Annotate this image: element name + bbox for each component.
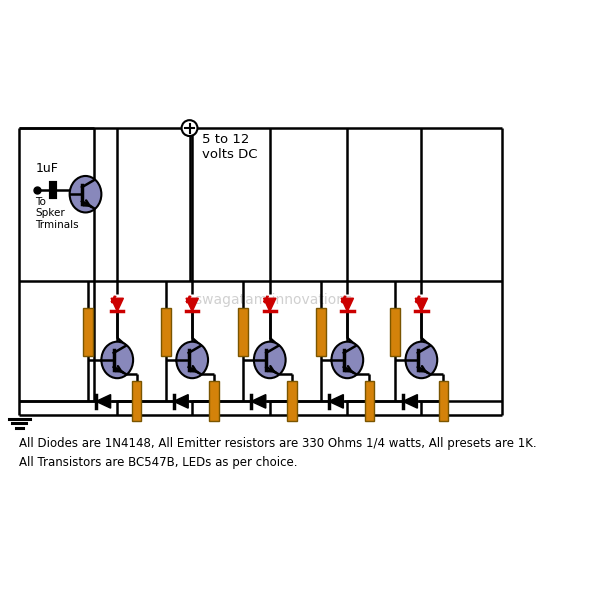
Polygon shape	[403, 395, 418, 408]
Polygon shape	[96, 395, 110, 408]
Bar	[132, 381, 142, 421]
Bar	[365, 381, 374, 421]
Polygon shape	[415, 298, 428, 311]
Ellipse shape	[406, 341, 437, 378]
Circle shape	[182, 120, 197, 136]
Ellipse shape	[176, 341, 208, 378]
Bar	[238, 308, 248, 356]
Text: All Diodes are 1N4148, All Emitter resistors are 330 Ohms 1/4 watts, All presets: All Diodes are 1N4148, All Emitter resis…	[19, 437, 537, 449]
Text: To
Spker
Trminals: To Spker Trminals	[35, 197, 79, 230]
Ellipse shape	[70, 176, 101, 212]
Text: 1uF: 1uF	[35, 162, 58, 175]
Bar	[83, 308, 93, 356]
Polygon shape	[186, 298, 199, 311]
Bar	[287, 381, 296, 421]
Polygon shape	[111, 298, 124, 311]
Bar	[390, 308, 400, 356]
Text: swagatam innovations: swagatam innovations	[195, 293, 352, 307]
Polygon shape	[173, 395, 188, 408]
Text: All Transistors are BC547B, LEDs as per choice.: All Transistors are BC547B, LEDs as per …	[19, 456, 298, 469]
Ellipse shape	[254, 341, 286, 378]
Polygon shape	[263, 298, 276, 311]
Text: 5 to 12
volts DC: 5 to 12 volts DC	[202, 133, 257, 161]
Polygon shape	[341, 298, 353, 311]
Bar	[161, 308, 170, 356]
Bar	[439, 381, 448, 421]
Bar	[209, 381, 219, 421]
Bar	[316, 308, 326, 356]
Ellipse shape	[331, 341, 363, 378]
Polygon shape	[329, 395, 343, 408]
Ellipse shape	[101, 341, 133, 378]
Polygon shape	[251, 395, 266, 408]
